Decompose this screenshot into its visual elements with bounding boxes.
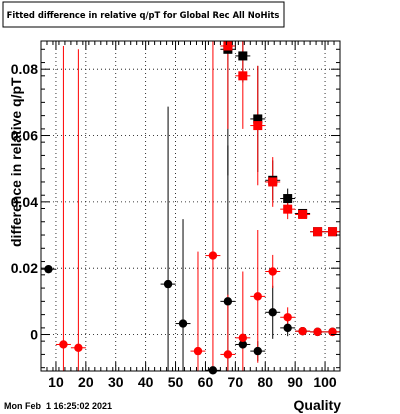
circle-marker [163, 279, 173, 289]
x-axis-label: Quality [294, 397, 342, 413]
data-points [44, 41, 338, 375]
circle-marker [253, 292, 262, 301]
circle-marker [74, 343, 83, 352]
x-tick-labels: 10 20 30 40 50 60 70 80 90 100 [48, 374, 337, 390]
square-marker [283, 194, 293, 204]
square-marker [313, 227, 323, 237]
x-tick-label: 100 [313, 374, 337, 390]
x-tick-label: 30 [108, 374, 124, 390]
x-tick-label: 50 [168, 374, 184, 390]
x-tick-label: 80 [257, 374, 273, 390]
x-tick-label: 10 [48, 374, 64, 390]
title-box [2, 1, 285, 28]
circle-marker [193, 346, 203, 356]
circle-marker [313, 327, 322, 337]
circle-marker [223, 297, 233, 306]
square-marker [253, 121, 263, 131]
circle-marker [268, 308, 277, 317]
circle-marker [283, 323, 292, 333]
chart-title: Fitted difference in relative q/pT for G… [7, 10, 280, 20]
circle-marker [328, 327, 337, 337]
circle-marker [59, 340, 68, 349]
y-tick-label: 0.02 [11, 260, 38, 276]
circle-marker [44, 264, 53, 274]
square-marker [223, 41, 233, 51]
y-tick-label: 0.08 [11, 61, 38, 77]
circle-marker [223, 350, 233, 359]
y-axis-label: difference in relative q/pT [8, 77, 24, 247]
circle-marker [208, 366, 218, 375]
y-tick-label: 0.04 [11, 194, 38, 210]
square-marker [238, 51, 248, 61]
square-marker [238, 71, 248, 81]
square-marker [253, 114, 263, 124]
x-tick-label: 20 [78, 374, 94, 390]
square-marker [268, 177, 278, 187]
x-tick-label: 90 [287, 374, 303, 390]
axis-ticks [40, 41, 341, 371]
y-tick-labels: 0 0.02 0.04 0.06 0.08 [11, 61, 38, 342]
x-tick-label: 70 [228, 374, 244, 390]
circle-marker [298, 327, 307, 336]
y-tick-label: 0.06 [11, 128, 38, 144]
y-tick-label: 0 [30, 327, 38, 343]
circle-marker [253, 346, 262, 356]
timestamp: Mon Feb 1 16:25:02 2021 [4, 401, 112, 411]
circle-marker [268, 267, 277, 276]
x-tick-label: 40 [138, 374, 154, 390]
x-tick-label: 60 [198, 374, 214, 390]
circle-marker [178, 319, 188, 328]
circle-marker [238, 333, 248, 343]
circle-marker [238, 340, 248, 349]
circle-marker [208, 251, 218, 260]
square-marker [283, 204, 293, 214]
circle-marker [283, 313, 292, 322]
square-marker [328, 227, 338, 237]
square-marker [298, 209, 308, 219]
